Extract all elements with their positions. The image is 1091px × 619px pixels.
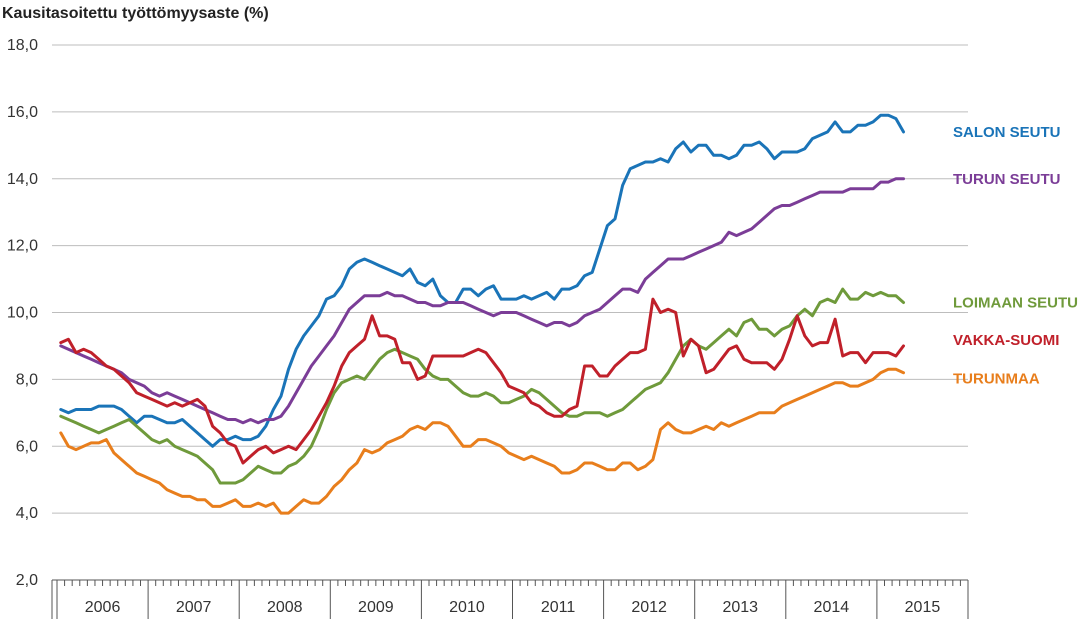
y-tick-label: 18,0: [7, 37, 38, 54]
x-tick-label: 2009: [358, 599, 394, 616]
y-tick-labels: 2,0 4,0 6,0 8,0 10,0 12,0 14,0 16,0 18,0: [7, 37, 38, 589]
x-tick-label: 2013: [722, 599, 758, 616]
x-tick-label: 2014: [814, 599, 850, 616]
x-tick-label: 2008: [267, 599, 303, 616]
series-line-vakka-suomi: [59, 297, 905, 465]
series-line-turun-seutu: [59, 177, 905, 425]
series-labels: SALON SEUTU TURUN SEUTU LOIMAAN SEUTU VAKKA…: [953, 124, 1078, 388]
y-tick-label: 12,0: [7, 238, 38, 255]
series-label: TURUNMAA: [953, 371, 1040, 388]
series-line-loimaan-seutu: [59, 287, 905, 485]
series-lines: [59, 113, 905, 515]
x-tick-label: 2012: [631, 599, 667, 616]
y-tick-label: 2,0: [16, 572, 38, 589]
y-tick-label: 16,0: [7, 104, 38, 121]
x-tick-label: 2011: [541, 599, 576, 616]
y-axis-label: Kausitasoitettu työttömyysaste (%): [2, 5, 269, 22]
x-tick-label: 2010: [449, 599, 485, 616]
series-label: LOIMAAN SEUTU: [953, 294, 1078, 311]
x-tick-label: 2007: [176, 599, 212, 616]
y-tick-label: 10,0: [7, 305, 38, 322]
series-label: VAKKA-SUOMI: [953, 332, 1059, 349]
x-axis: 2006 2007 2008 2009 2010 2011 2012 2013 2014 2015: [51, 579, 969, 619]
series-label: TURUN SEUTU: [953, 171, 1061, 188]
y-tick-label: 6,0: [16, 438, 38, 455]
y-tick-label: 14,0: [7, 171, 38, 188]
series-line-turunmaa: [59, 367, 905, 515]
series-line-salon-seutu: [59, 113, 905, 448]
y-tick-label: 4,0: [16, 505, 38, 522]
x-tick-label: 2015: [905, 599, 941, 616]
x-tick-label: 2006: [85, 599, 121, 616]
series-label: SALON SEUTU: [953, 124, 1061, 141]
y-tick-label: 8,0: [16, 371, 38, 388]
